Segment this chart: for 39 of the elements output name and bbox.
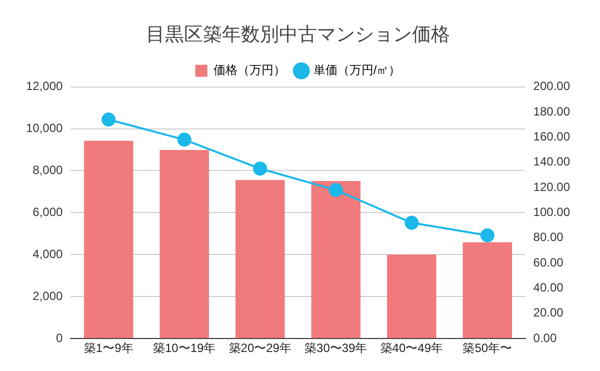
point xyxy=(102,112,116,127)
bar xyxy=(462,242,512,338)
x-tick-label: 築1〜9年 xyxy=(84,341,134,356)
y2-tick-label: 20.00 xyxy=(533,306,564,320)
point xyxy=(480,228,494,242)
point xyxy=(404,216,419,230)
point xyxy=(177,132,192,147)
y2-tick-label: 40.00 xyxy=(533,280,564,295)
legend-label: 価格（万円） xyxy=(213,63,286,78)
y2-tick-label: 100.00 xyxy=(533,205,570,220)
y-tick-label: 10,000 xyxy=(26,121,64,136)
bar xyxy=(235,180,285,338)
x-tick-label: 築10〜19年 xyxy=(153,341,216,356)
y-tick-label: 4,000 xyxy=(32,246,64,261)
point xyxy=(253,162,268,176)
y2-tick-label: 60.00 xyxy=(533,255,564,270)
point xyxy=(328,183,343,198)
bar xyxy=(387,254,436,338)
x-tick-label: 築40〜49年 xyxy=(380,341,443,356)
legend-label: 単価（万円/㎡） xyxy=(313,63,401,78)
chart-title: 目黒区築年数別中古マンション価格 xyxy=(146,24,450,46)
y2-tick-label: 180.00 xyxy=(533,104,570,118)
y-tick-label: 6,000 xyxy=(32,205,64,220)
y2-tick-label: 200.00 xyxy=(533,79,570,94)
y-tick-label: 2,000 xyxy=(32,288,64,303)
y2-tick-label: 0.00 xyxy=(533,330,557,345)
bar xyxy=(311,181,361,338)
bar xyxy=(160,150,209,338)
y-tick-label: 0 xyxy=(56,330,64,345)
y-tick-label: 8,000 xyxy=(32,163,64,178)
bar xyxy=(84,140,134,338)
x-tick-label: 築20〜29年 xyxy=(228,341,292,356)
y2-tick-label: 160.00 xyxy=(533,129,570,144)
y-tick-label: 12,000 xyxy=(26,79,64,94)
y2-tick-label: 140.00 xyxy=(533,154,570,169)
y2-tick-label: 120.00 xyxy=(533,180,570,194)
y2-tick-label: 80.00 xyxy=(533,230,564,244)
x-tick-label: 築30〜39年 xyxy=(304,341,368,356)
x-tick-label: 築50年〜 xyxy=(462,341,512,356)
